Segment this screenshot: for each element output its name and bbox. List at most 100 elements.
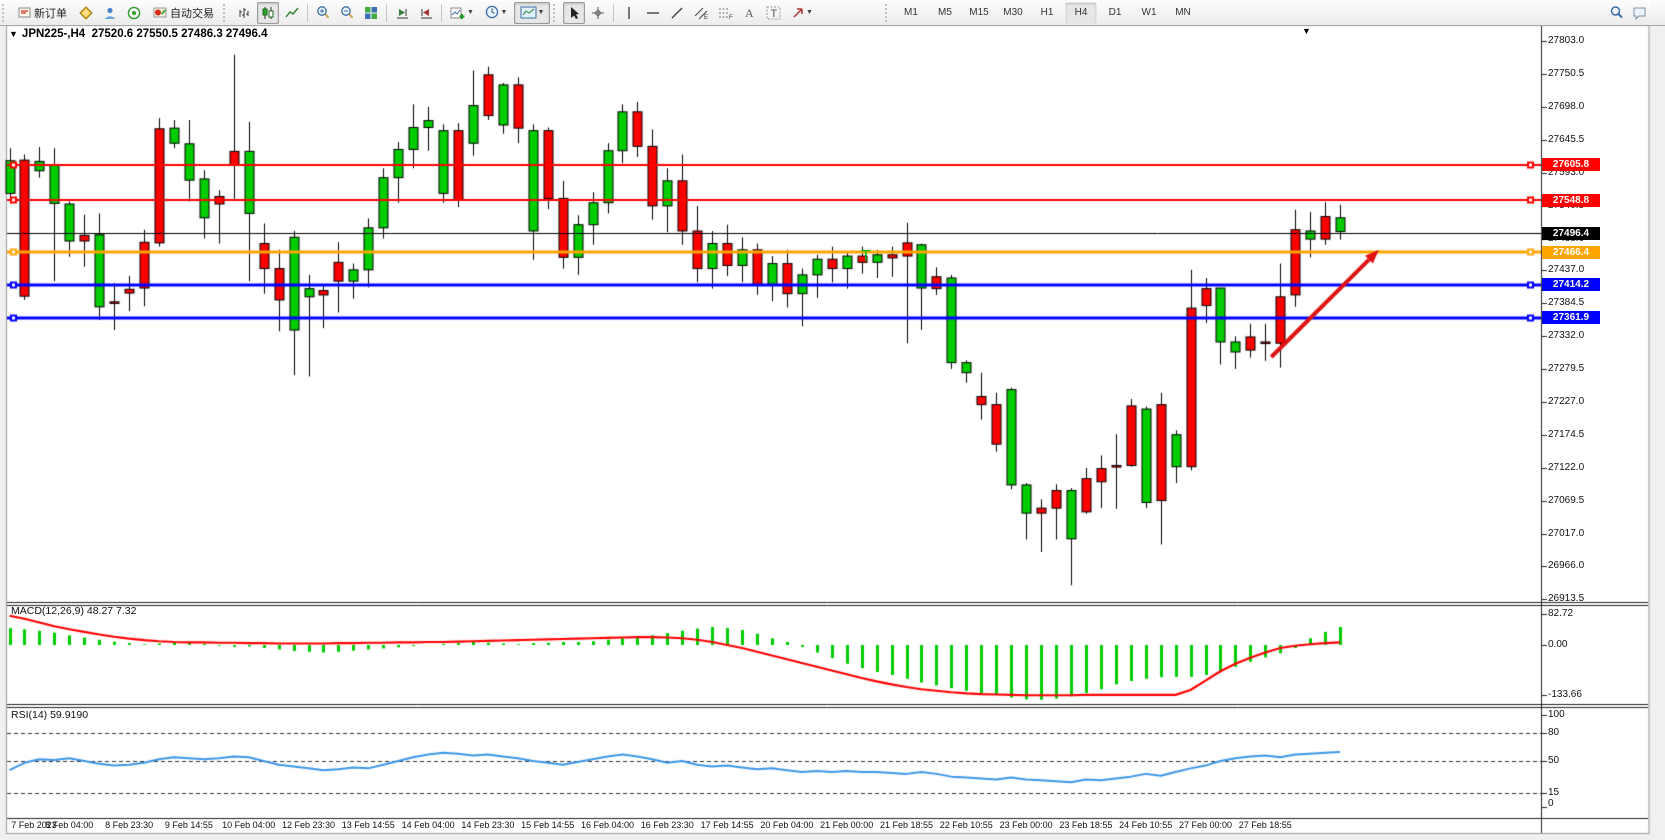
autotrading-button[interactable]: 自动交易 [147, 2, 220, 24]
price-axis-tick: 27174.5 [1548, 429, 1585, 441]
editor-icon[interactable] [75, 2, 97, 24]
tf-w1-button[interactable]: W1 [1141, 7, 1157, 18]
rsi-scale-tick: 50 [1548, 755, 1560, 766]
date-axis-label: 8 Feb 23:30 [105, 820, 154, 830]
horizontal-line-icon[interactable] [642, 2, 664, 24]
date-axis-label: 24 Feb 10:55 [1119, 820, 1173, 830]
toolbar-separator [386, 3, 387, 22]
price-axis-tick: 27332.0 [1548, 330, 1585, 342]
auto-scroll-icon[interactable] [391, 2, 413, 24]
tf-m30-button[interactable]: M30 [1003, 7, 1023, 18]
toolbar-separator [441, 3, 442, 22]
price-axis-tick: 27122.0 [1548, 461, 1585, 473]
price-axis-tick: 27698.0 [1548, 100, 1585, 112]
date-axis-label: 15 Feb 14:55 [521, 820, 575, 830]
price-line-label[interactable]: 27361.9 [1542, 311, 1600, 325]
bar-chart-icon[interactable] [233, 2, 255, 24]
dropdown-caret: ▼ [806, 9, 813, 16]
svg-text:F: F [729, 15, 733, 20]
date-axis-label: 14 Feb 23:30 [461, 820, 515, 830]
date-axis-label: 10 Feb 04:00 [222, 820, 276, 830]
price-axis-tick: 27750.5 [1548, 67, 1585, 79]
text-icon[interactable]: A [738, 2, 760, 24]
autotrading-label: 自动交易 [170, 7, 214, 20]
line-chart-icon[interactable] [281, 2, 303, 24]
date-axis-label: 8 Feb 04:00 [45, 820, 94, 830]
price-axis-tick: 26966.0 [1548, 559, 1585, 571]
new-order-icon [18, 7, 31, 18]
tf-m5-button[interactable]: M5 [938, 7, 952, 18]
notification-badge: 1 [1645, 0, 1651, 10]
arrows-tool-icon[interactable]: ▼ [786, 2, 818, 24]
dropdown-caret: ▼ [537, 9, 545, 16]
signals-icon[interactable] [123, 2, 145, 24]
text-label-icon[interactable]: T [762, 2, 784, 24]
date-axis-label: 27 Feb 00:00 [1178, 820, 1233, 830]
tf-m15-button[interactable]: M15 [969, 7, 989, 18]
autotrading-icon [153, 7, 167, 18]
new-chart-icon[interactable]: ▼ [446, 2, 478, 24]
price-axis-tick: 27069.5 [1548, 494, 1585, 506]
zoom-in-icon[interactable] [312, 2, 334, 24]
price-line-label[interactable]: 27548.8 [1542, 193, 1600, 207]
price-line-label[interactable]: 27605.8 [1542, 158, 1600, 172]
date-axis-label: 23 Feb 18:55 [1059, 820, 1113, 830]
zoom-out-icon[interactable] [336, 2, 358, 24]
macd-scale-tick: 82.72 [1548, 607, 1574, 619]
date-axis-label: 21 Feb 18:55 [879, 820, 934, 830]
tf-h4-button[interactable]: H4 [1065, 1, 1097, 24]
trendline-icon[interactable] [666, 2, 688, 24]
price-axis-tick: 27593.0 [1548, 166, 1585, 178]
tf-d1-button[interactable]: D1 [1108, 7, 1122, 18]
macd-scale-tick: 0.00 [1548, 639, 1568, 650]
date-axis-label: 7 Feb 2023 [11, 820, 57, 830]
toolbar-grip [885, 3, 892, 22]
price-line-label[interactable]: 27414.2 [1542, 278, 1600, 292]
tf-m1-button[interactable]: M1 [904, 7, 918, 18]
svg-text:E: E [704, 15, 708, 20]
date-axis-label: 27 Feb 18:55 [1238, 820, 1292, 830]
new-order-button[interactable]: 新订单 [12, 2, 73, 24]
price-line-label[interactable]: 27496.4 [1542, 226, 1600, 240]
candlestick-chart-icon[interactable] [257, 1, 279, 24]
rsi-scale-tick: 80 [1548, 727, 1560, 739]
notifications-icon[interactable]: 1 [1629, 0, 1651, 24]
date-axis-label: 23 Feb 00:00 [999, 820, 1053, 830]
crosshair-icon[interactable] [587, 2, 609, 24]
vertical-line-icon[interactable] [618, 2, 640, 24]
tile-windows-icon[interactable] [360, 2, 382, 24]
toolbar-grip [223, 3, 230, 22]
tf-h1-button[interactable]: H1 [1040, 7, 1054, 18]
price-axis-tick: 27437.0 [1548, 264, 1585, 276]
main-toolbar: 新订单 自动交易 [0, 0, 1665, 26]
dropdown-caret: ▼ [500, 9, 508, 16]
macd-scale-tick: -133.66 [1548, 689, 1582, 701]
svg-text:T: T [770, 8, 777, 20]
fibonacci-icon[interactable]: F [714, 2, 736, 24]
date-axis-label: 14 Feb 04:00 [401, 820, 455, 830]
svg-text:A: A [745, 6, 754, 19]
date-axis-label: 16 Feb 04:00 [580, 820, 635, 830]
profile-icon[interactable] [99, 2, 121, 24]
channel-icon[interactable]: E [690, 2, 712, 24]
cursor-icon[interactable] [563, 1, 585, 24]
templates-icon[interactable]: ▼ [514, 1, 550, 24]
rsi-scale-tick: 0 [1548, 798, 1554, 809]
toolbar-separator [307, 3, 308, 22]
tf-mn-button[interactable]: MN [1175, 7, 1191, 18]
date-axis-label: 21 Feb 00:00 [820, 820, 874, 830]
price-line-label[interactable]: 27466.4 [1542, 245, 1600, 259]
price-axis-tick: 27279.5 [1548, 363, 1585, 375]
chart-shift-icon[interactable] [415, 2, 437, 24]
dropdown-caret: ▼ [467, 9, 474, 16]
date-axis-label: 9 Feb 14:55 [164, 820, 213, 830]
price-axis-tick: 27017.0 [1548, 527, 1585, 539]
new-order-label: 新订单 [34, 7, 67, 20]
date-axis-label: 22 Feb 10:55 [939, 820, 993, 830]
rsi-scale-tick: 15 [1548, 787, 1560, 799]
toolbar-grip [2, 3, 9, 22]
period-clock-icon[interactable]: ▼ [480, 2, 512, 24]
search-icon[interactable] [1605, 2, 1627, 24]
